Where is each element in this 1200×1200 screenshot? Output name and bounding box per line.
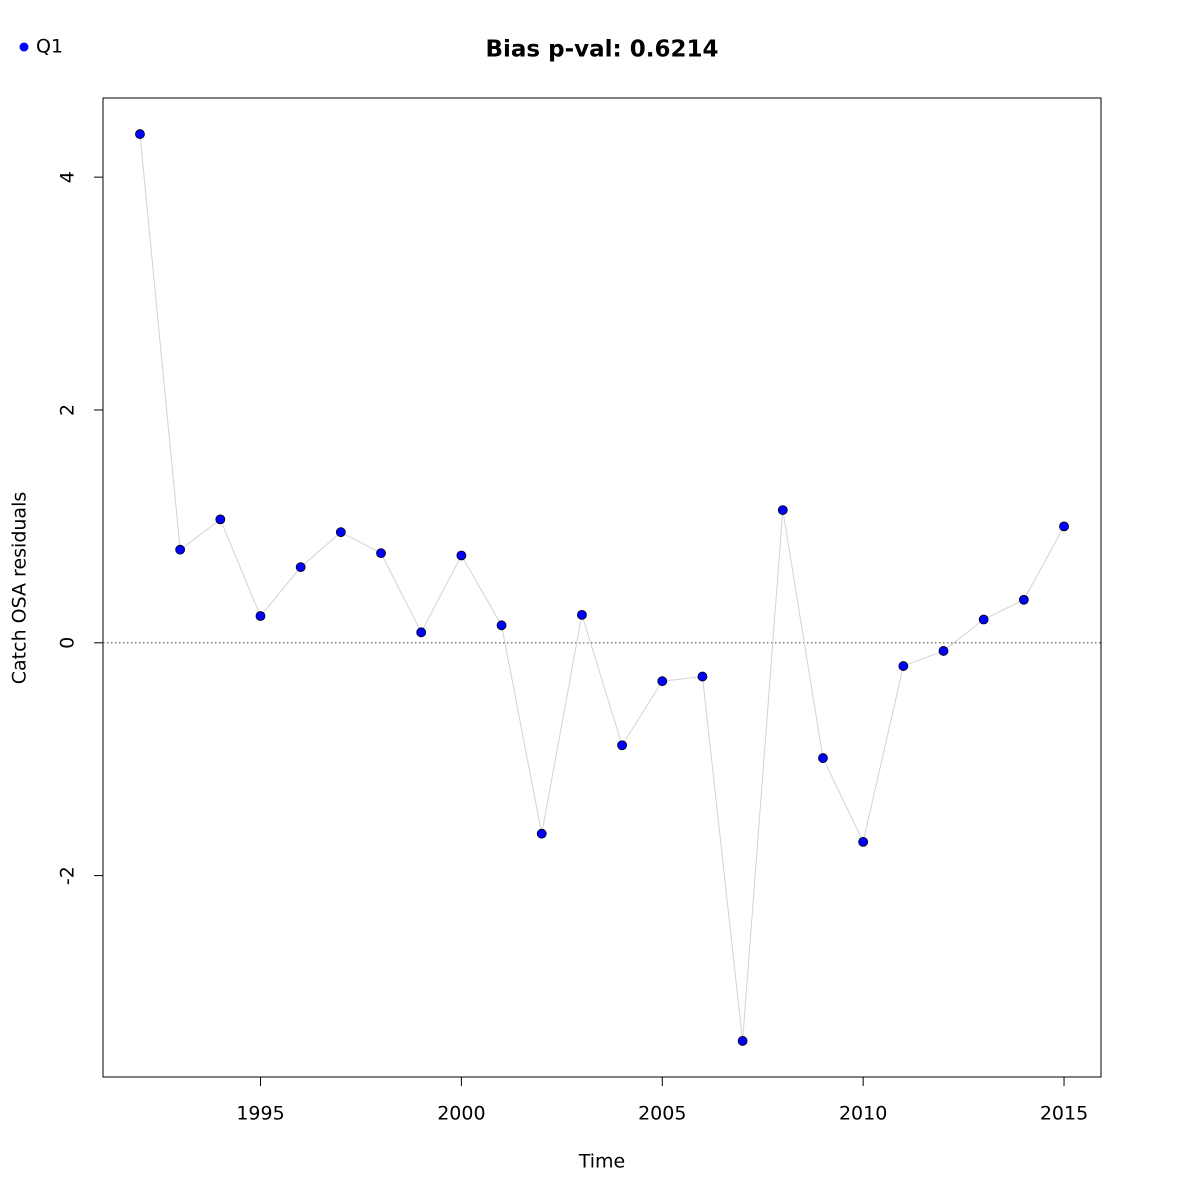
data-point [657, 676, 668, 687]
x-axis-label: Time [578, 1151, 626, 1173]
y-tick-label: 0 [57, 637, 79, 649]
data-point [376, 548, 386, 559]
data-point [1059, 521, 1069, 532]
y-axis-label: Catch OSA residuals [9, 492, 31, 684]
legend-marker [19, 42, 29, 52]
data-point [777, 505, 788, 515]
data-point [978, 614, 989, 625]
data-point [938, 646, 949, 656]
y-tick-label: 4 [57, 171, 79, 183]
data-point [617, 740, 627, 751]
series-line [139, 134, 1065, 1041]
data-point [295, 562, 306, 573]
data-point [898, 661, 909, 671]
x-tick-label: 2015 [1040, 1103, 1088, 1125]
data-point [577, 609, 587, 620]
x-tick-label: 1995 [236, 1103, 284, 1125]
data-point [456, 550, 467, 561]
plot-frame [102, 97, 1102, 1078]
x-tick-label: 2000 [437, 1103, 485, 1125]
y-tick-label: 2 [57, 404, 79, 416]
data-point [135, 129, 145, 139]
data-point [536, 828, 547, 839]
data-point [858, 836, 869, 847]
data-point [1018, 594, 1029, 605]
data-point [255, 611, 266, 621]
data-point [697, 671, 708, 682]
legend-label: Q1 [36, 36, 63, 58]
data-point [416, 627, 427, 638]
x-tick-label: 2010 [839, 1103, 887, 1125]
y-tick-label: -2 [57, 866, 79, 885]
data-point [335, 527, 346, 538]
data-point [175, 544, 186, 555]
data-point [215, 514, 226, 525]
data-point [496, 620, 507, 631]
chart-title: Bias p-val: 0.6214 [486, 37, 719, 63]
data-point [818, 753, 828, 763]
x-tick-label: 2005 [638, 1103, 686, 1125]
data-point [737, 1036, 748, 1046]
